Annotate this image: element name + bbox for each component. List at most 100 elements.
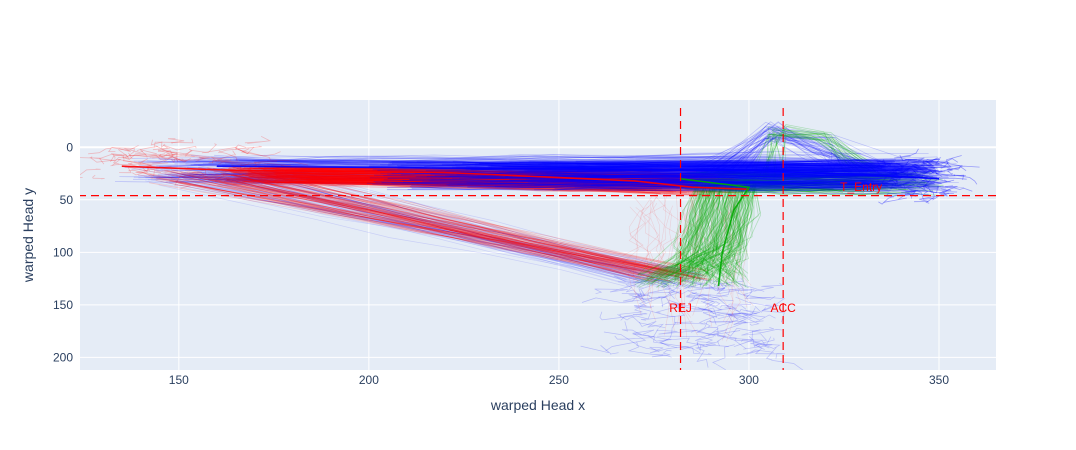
trajectory-line [706,187,719,286]
trajectory-line [938,185,958,194]
trajectory-line [619,296,661,317]
trajectory-line [694,179,739,277]
trajectory-line [190,163,782,168]
trajectory-line [716,182,941,188]
trajectory-line [152,155,817,164]
trajectory-line [664,204,689,336]
trajectory-line [740,289,786,305]
trajectory-line [701,186,734,280]
trajectory-line [580,345,619,355]
trajectory-line [175,174,701,282]
trajectory-line [235,167,702,280]
trajectory-line [264,182,668,278]
trajectory-line [613,275,644,284]
trajectory-line [921,162,947,169]
trajectory-line [289,180,667,192]
trajectory-line [698,177,858,183]
trajectory-line [656,190,705,288]
trajectory-line [905,178,919,188]
trajectory-line [656,329,698,335]
trajectory-line [676,187,706,283]
trajectory-line [240,148,281,157]
trajectory-line [248,175,712,186]
trajectory-line [251,183,662,270]
trajectory-line [366,182,917,190]
trajectory-line [372,181,867,186]
trajectory-line [244,184,637,270]
trajectory-line [767,126,877,171]
trajectory-line [149,154,210,161]
trajectory-line [411,184,940,190]
trajectory-line [80,157,116,162]
trajectory-line [235,155,779,165]
trajectory-line [277,168,705,277]
trajectory-line [212,159,896,166]
trajectory-line [272,180,822,187]
trajectory-line [620,312,648,321]
trajectory-line [727,185,897,195]
trajectory-line [234,177,699,186]
trajectory-line [282,178,653,185]
trajectory-line [683,183,749,289]
trajectory-line [237,166,702,284]
trajectory-line [396,164,905,167]
trajectory-line [236,167,670,275]
trajectory-line [280,164,689,280]
trajectory-line [265,170,711,185]
trajectory-line [207,172,654,275]
trajectory-line [506,171,869,178]
trajectory-line [226,177,699,185]
trajectory-line [262,179,885,185]
trajectory-line [250,180,703,186]
trajectory-line [633,196,658,315]
trajectory-line [779,136,881,177]
trajectory-line [683,197,708,316]
trajectory-line [276,181,719,194]
trajectory-line [274,172,740,180]
trajectory-line [668,183,699,274]
trajectory-line [509,159,894,164]
trajectory-line [679,175,916,182]
trajectory-line [731,129,841,167]
trajectory-line [159,154,742,163]
trajectory-line [650,188,725,276]
trajectory-line [717,188,905,197]
trajectory-line [244,174,655,182]
trajectory-line [238,149,309,166]
trajectory-line [679,185,746,283]
trajectory-line [383,177,949,182]
trajectory-line [547,170,943,176]
trajectory-line [893,165,911,176]
trajectory-line [462,162,928,169]
trajectory-line [164,173,649,271]
trajectory-line [407,186,907,191]
trajectory-line [590,185,934,192]
trajectory-line [696,126,903,176]
trajectory-line [717,177,863,182]
trajectory-line [225,178,881,185]
trajectory-line [684,186,934,192]
trajectory-line [461,163,899,168]
trajectory-line [526,162,928,170]
trajectory-line [885,193,904,198]
trajectory-line [648,295,686,308]
trajectory-line [308,172,654,184]
trajectory-line [135,167,154,178]
y-tick-labels: 0 50 100 150 200 [53,140,73,364]
trajectory-line [198,166,669,273]
trajectory-line [137,174,691,283]
trajectory-line [743,137,887,167]
trajectory-line [739,136,894,178]
trajectory-line [209,173,707,272]
trajectory-line [133,160,932,165]
trajectory-line [248,176,677,193]
trajectory-line [151,168,702,274]
trajectory-line [145,174,921,179]
plot-area [80,100,996,370]
trajectory-line [722,135,881,180]
trajectory-line [702,183,724,283]
trajectory-line [686,187,751,281]
trajectory-line [711,197,735,342]
trajectory-line [709,121,858,173]
series-line-2 [216,165,940,180]
